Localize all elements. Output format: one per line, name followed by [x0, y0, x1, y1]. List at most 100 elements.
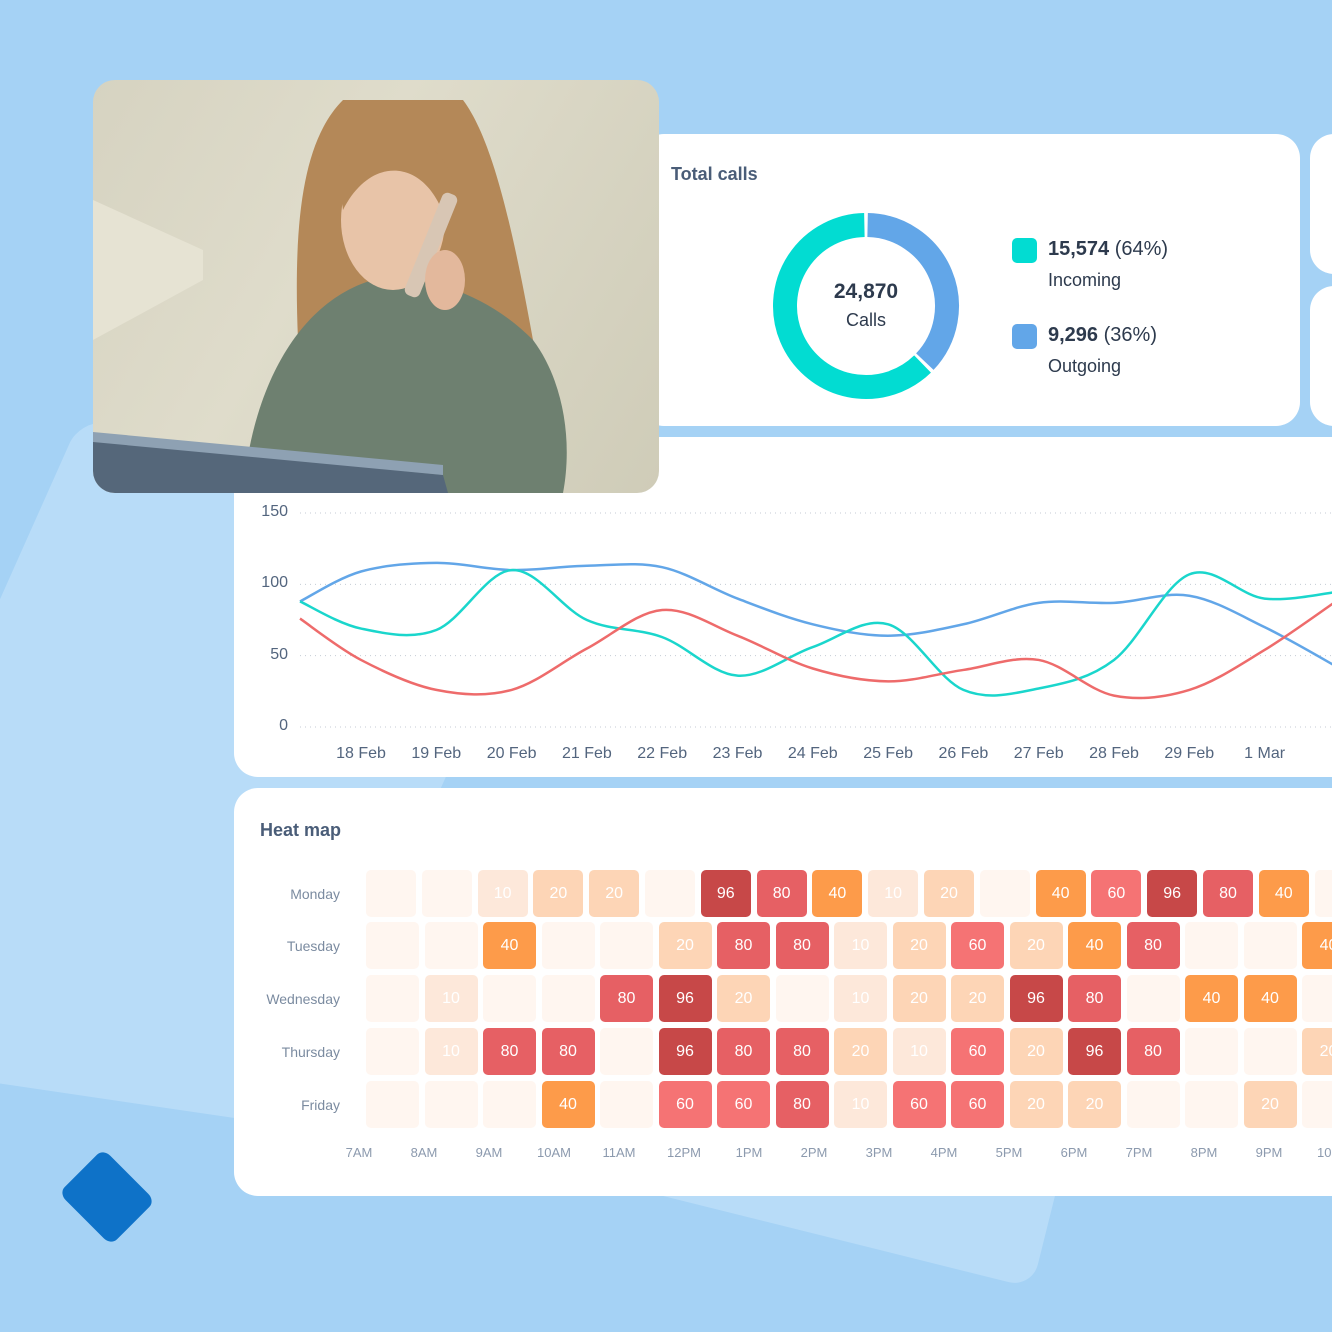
heatmap-row-label: Friday	[301, 1097, 340, 1113]
heatmap-cell: 20	[892, 922, 946, 969]
heatmap-cell: 20	[892, 975, 946, 1022]
heatmap-cell: 20	[589, 870, 640, 917]
heatmap-cell: 40	[483, 922, 536, 969]
heatmap-cell: 10	[424, 975, 478, 1022]
heatmap-cell: 60	[892, 1081, 946, 1128]
heatmap-cell: 20	[717, 975, 770, 1022]
x-axis-tick: 21 Feb	[561, 745, 612, 762]
heatmap-cell: 80	[775, 922, 829, 969]
heatmap-x-label: 1PM	[735, 1145, 763, 1160]
heatmap-cell: 96	[658, 1028, 712, 1075]
heatmap-cell: 20	[924, 870, 974, 917]
heatmap-cell: 10	[834, 975, 887, 1022]
heatmap-cell	[645, 870, 695, 917]
heatmap-cell	[366, 1028, 419, 1075]
heatmap-cell: 40	[1068, 922, 1121, 969]
heatmap-cell: 80	[541, 1028, 595, 1075]
heatmap-cell	[600, 922, 653, 969]
heatmap-x-label: 8AM	[410, 1145, 438, 1160]
heatmap-row-label: Thursday	[281, 1044, 340, 1060]
heatmap-cell	[1243, 1028, 1297, 1075]
donut-center: 24,870 Calls	[775, 280, 957, 331]
heatmap-cell: 80	[600, 975, 653, 1022]
heatmap-cell: 20	[1009, 1028, 1063, 1075]
heatmap-cell: 80	[717, 1028, 770, 1075]
heatmap-cell	[1243, 922, 1297, 969]
heatmap-cell: 96	[1068, 1028, 1121, 1075]
heatmap-cell: 60	[951, 922, 1004, 969]
heatmap-cell: 80	[775, 1028, 829, 1075]
outgoing-label: Outgoing	[1048, 356, 1122, 376]
heatmap-cell	[541, 975, 595, 1022]
heatmap-cell: 20	[658, 922, 712, 969]
heatmap-row-label: Wednesday	[266, 991, 340, 1007]
heatmap-cell	[366, 975, 419, 1022]
heatmap-cell: 60	[1091, 870, 1142, 917]
y-axis-tick: 50	[270, 645, 288, 663]
y-axis-tick: 0	[279, 717, 288, 734]
outgoing-value: 9,296	[1048, 324, 1099, 346]
heatmap-x-label: 7AM	[345, 1145, 373, 1160]
photo-illustration	[93, 100, 567, 493]
heatmap-cell: 80	[1126, 1028, 1180, 1075]
x-axis-tick: 23 Feb	[712, 745, 763, 762]
heatmap-x-label: 10PM	[1317, 1145, 1332, 1160]
heatmap-cell: 96	[1009, 975, 1063, 1022]
heatmap-cell	[1185, 922, 1238, 969]
incoming-value: 15,574	[1048, 238, 1110, 260]
heatmap-cell: 40	[1185, 975, 1238, 1022]
x-axis-tick: 18 Feb	[336, 745, 386, 762]
heatmap-cell: 80	[1203, 870, 1253, 917]
heatmap-cell: 40	[812, 870, 863, 917]
x-axis-tick: 22 Feb	[637, 745, 688, 762]
y-axis-tick: 150	[261, 503, 288, 520]
line-chart-card: 0 50 100 150 18 Feb 19 Feb 20 Feb 21 Feb 22 Feb…	[234, 437, 1332, 777]
outgoing-swatch	[1012, 324, 1037, 349]
heatmap-x-label: 4PM	[930, 1145, 958, 1160]
x-axis-tick: 28 Feb	[1089, 745, 1139, 762]
outgoing-pct: (36%)	[1103, 324, 1157, 346]
heatmap-cell: 20	[1302, 1028, 1332, 1075]
heatmap-x-label: 9AM	[475, 1145, 503, 1160]
heatmap-cell: 96	[700, 870, 751, 917]
heatmap-cell: 40	[1258, 870, 1309, 917]
heatmap-cell	[366, 870, 416, 917]
heatmap-x-label: 11AM	[602, 1145, 636, 1160]
series-line-teal	[299, 568, 1332, 697]
heatmap-cell: 20	[1009, 922, 1063, 969]
heatmap-x-label: 6PM	[1060, 1145, 1088, 1160]
incoming-pct: (64%)	[1114, 238, 1169, 260]
heatmap-cell	[1302, 975, 1332, 1022]
series-line-blue	[299, 561, 1332, 666]
heatmap-cell: 96	[658, 975, 712, 1022]
heatmap-cell: 20	[834, 1028, 887, 1075]
heatmap-x-label: 12PM	[667, 1145, 701, 1160]
heatmap-x-label: 2PM	[800, 1145, 828, 1160]
heatmap-card: Heat map Monday 10 20 20 96 80 40 10 20 40 60 96 80 4…	[234, 788, 1332, 1196]
heatmap-cell: 60	[951, 1028, 1004, 1075]
heatmap-cell: 10	[424, 1028, 478, 1075]
heatmap-cell	[600, 1028, 653, 1075]
diamond-decoration	[58, 1148, 156, 1246]
heatmap-cell: 20	[1009, 1081, 1063, 1128]
x-axis-tick: 24 Feb	[787, 745, 838, 762]
heatmap-cell: 20	[1068, 1081, 1121, 1128]
heatmap-cell: 20	[1243, 1081, 1297, 1128]
heatmap-cell	[979, 870, 1030, 917]
total-calls-value: 24,870	[833, 280, 899, 303]
heatmap-row-label: Monday	[290, 886, 340, 902]
heatmap-x-label: 5PM	[995, 1145, 1023, 1160]
agent-photo	[93, 80, 659, 493]
x-axis-tick: 26 Feb	[938, 745, 989, 762]
heatmap-cell: 10	[868, 870, 919, 917]
incoming-label: Incoming	[1048, 270, 1122, 290]
heatmap-cell	[421, 870, 472, 917]
heatmap-cell	[1185, 1028, 1238, 1075]
heatmap-cell	[483, 1081, 536, 1128]
heatmap-cell	[1126, 975, 1180, 1022]
heatmap-cell: 10	[892, 1028, 946, 1075]
heatmap-row-label: Tuesday	[286, 938, 340, 954]
series-line-red	[299, 602, 1332, 700]
heatmap-cell: 60	[717, 1081, 770, 1128]
heatmap-cell: 80	[775, 1081, 829, 1128]
